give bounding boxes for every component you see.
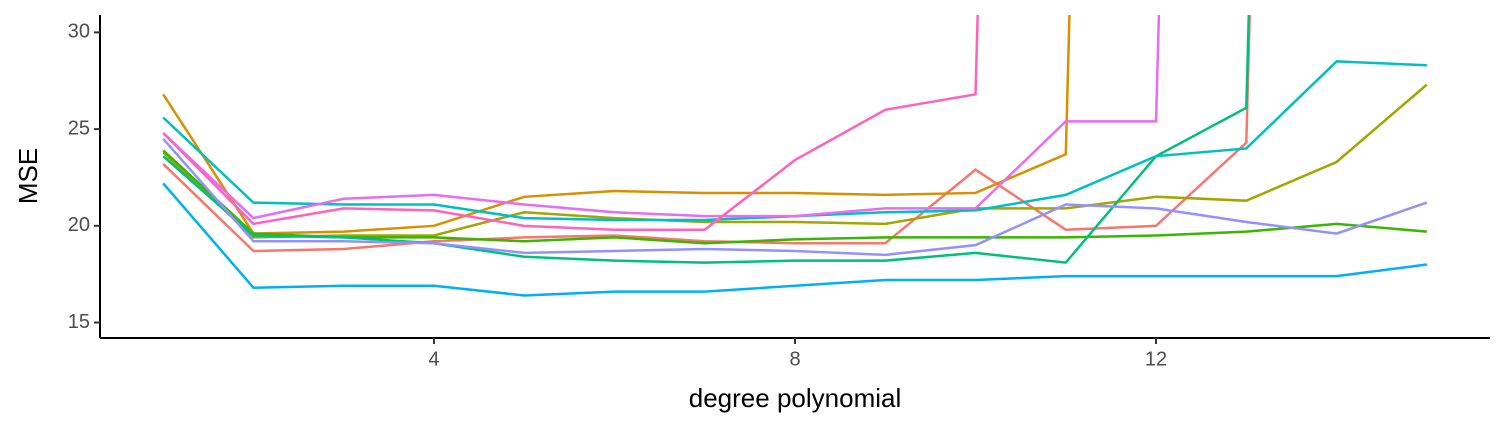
plot-area <box>162 15 1428 297</box>
y-tick-label: 25 <box>68 117 90 139</box>
series-line <box>162 15 1161 220</box>
series-line <box>162 60 1427 222</box>
series-line <box>162 15 1251 253</box>
series-line <box>162 137 1428 257</box>
x-tick-label: 12 <box>1145 348 1167 370</box>
y-tick-label: 15 <box>68 311 90 333</box>
x-axis-title: degree polynomial <box>689 383 901 413</box>
series-line <box>162 15 1251 264</box>
x-tick-label: 8 <box>789 348 800 370</box>
y-tick-label: 20 <box>68 214 90 236</box>
y-tick-label: 30 <box>68 21 90 43</box>
series-line <box>162 149 1427 245</box>
y-axis-title: MSE <box>13 148 43 204</box>
series-line <box>162 83 1428 239</box>
series-line <box>162 15 1071 235</box>
series-line <box>162 15 979 231</box>
series-line <box>162 182 1427 297</box>
x-tick-label: 4 <box>428 348 439 370</box>
